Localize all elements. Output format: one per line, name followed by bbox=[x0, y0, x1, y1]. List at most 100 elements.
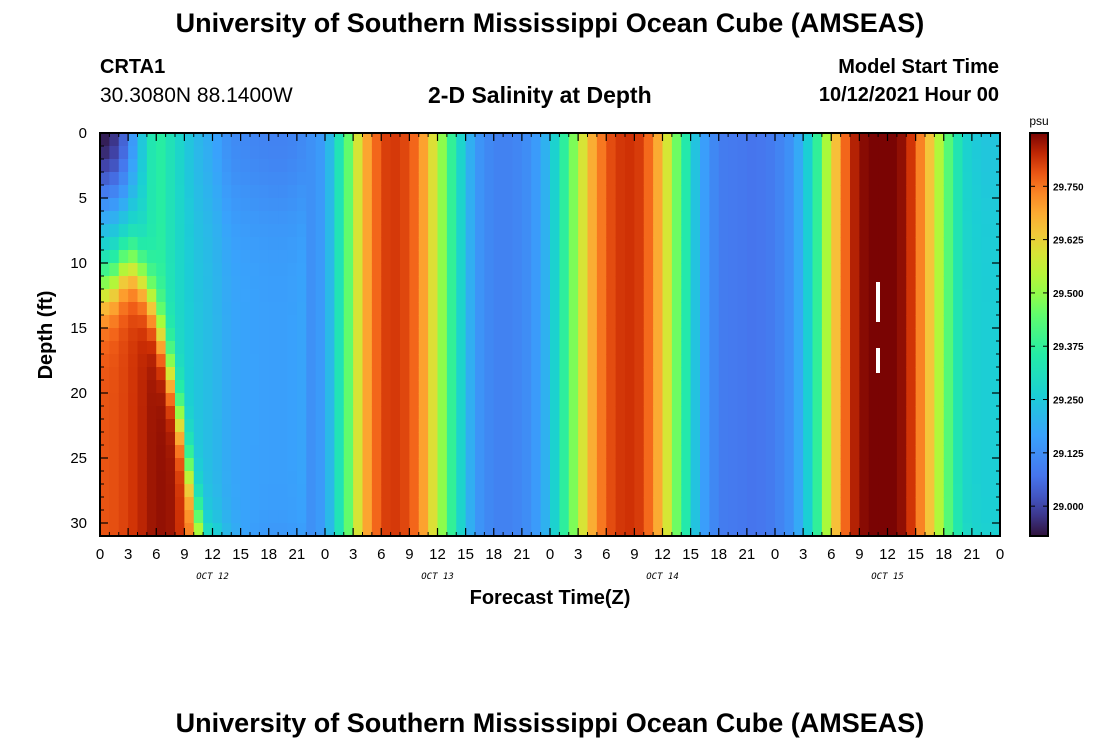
heatmap-cell bbox=[709, 289, 720, 303]
heatmap-cell bbox=[146, 224, 157, 238]
heatmap-cell bbox=[550, 159, 560, 173]
heatmap-cell bbox=[109, 523, 120, 537]
heatmap-cell bbox=[634, 289, 645, 303]
heatmap-cell bbox=[840, 510, 851, 524]
heatmap-cell bbox=[343, 419, 354, 433]
heatmap-cell bbox=[287, 432, 298, 446]
heatmap-cell bbox=[409, 419, 420, 433]
heatmap-cell bbox=[709, 302, 720, 316]
heatmap-cell bbox=[756, 523, 767, 537]
heatmap-cell bbox=[446, 328, 457, 342]
heatmap-cell bbox=[868, 133, 879, 147]
heatmap-cell bbox=[625, 198, 635, 212]
heatmap-cell bbox=[437, 198, 448, 212]
heatmap-cell bbox=[625, 458, 635, 472]
heatmap-cell bbox=[775, 133, 785, 147]
heatmap-cell bbox=[250, 367, 260, 381]
heatmap-cell bbox=[128, 523, 139, 537]
heatmap-cell bbox=[765, 354, 776, 368]
heatmap-cell bbox=[437, 133, 448, 147]
heatmap-cell bbox=[971, 250, 982, 264]
heatmap-cell bbox=[250, 237, 260, 251]
heatmap-cell bbox=[465, 211, 476, 225]
heatmap-cell bbox=[943, 523, 954, 537]
heatmap-cell bbox=[512, 484, 523, 498]
heatmap-cell bbox=[306, 133, 317, 147]
heatmap-cell bbox=[146, 146, 157, 160]
heatmap-cell bbox=[296, 484, 307, 498]
heatmap-cell bbox=[990, 276, 1001, 290]
heatmap-cell bbox=[859, 393, 870, 407]
heatmap-cell bbox=[653, 237, 664, 251]
heatmap-cell bbox=[521, 419, 532, 433]
heatmap-cell bbox=[409, 159, 420, 173]
heatmap-cell bbox=[334, 523, 345, 537]
heatmap-cell bbox=[568, 315, 579, 329]
heatmap-cell bbox=[175, 198, 185, 212]
heatmap-cell bbox=[934, 367, 945, 381]
heatmap-cell bbox=[803, 289, 814, 303]
heatmap-cell bbox=[615, 484, 626, 498]
heatmap-cell bbox=[906, 419, 917, 433]
heatmap-cell bbox=[184, 263, 195, 277]
salinity-chart: 0 3 6 9 12 15 18 21 0 3 6 9 12 15 18 21 0 3 6 9 12 15 18 21 0 3 6 9… bbox=[35, 114, 1084, 609]
heatmap-cell bbox=[746, 146, 757, 160]
heatmap-cell bbox=[859, 458, 870, 472]
heatmap-cell bbox=[915, 497, 926, 511]
heatmap-cell bbox=[409, 510, 420, 524]
heatmap-cell bbox=[550, 354, 560, 368]
heatmap-cell bbox=[878, 250, 889, 264]
heatmap-cell bbox=[990, 432, 1001, 446]
heatmap-cell bbox=[109, 354, 120, 368]
heatmap-cell bbox=[971, 302, 982, 316]
heatmap-cell bbox=[737, 198, 748, 212]
heatmap-cell bbox=[756, 276, 767, 290]
heatmap-cell bbox=[343, 159, 354, 173]
heatmap-cell bbox=[925, 458, 935, 472]
heatmap-cell bbox=[418, 354, 429, 368]
heatmap-cell bbox=[662, 419, 673, 433]
heatmap-cell bbox=[634, 341, 645, 355]
heatmap-cell bbox=[793, 159, 804, 173]
heatmap-cell bbox=[146, 367, 157, 381]
heatmap-cell bbox=[493, 497, 504, 511]
heatmap-cell bbox=[334, 458, 345, 472]
heatmap-cell bbox=[428, 406, 439, 420]
heatmap-cell bbox=[756, 302, 767, 316]
heatmap-cell bbox=[606, 419, 617, 433]
heatmap-cell bbox=[390, 224, 401, 238]
heatmap-cell bbox=[634, 263, 645, 277]
heatmap-cell bbox=[531, 172, 542, 186]
heatmap-cell bbox=[559, 133, 570, 147]
heatmap-cell bbox=[896, 185, 907, 199]
heatmap-cell bbox=[653, 445, 664, 459]
heatmap-cell bbox=[821, 172, 832, 186]
heatmap-cell bbox=[850, 419, 860, 433]
heatmap-cell bbox=[653, 419, 664, 433]
heatmap-cell bbox=[315, 341, 326, 355]
x-tick-label: 12 bbox=[879, 546, 896, 563]
heatmap-cell bbox=[109, 224, 120, 238]
heatmap-cell bbox=[156, 224, 167, 238]
heatmap-cell bbox=[465, 159, 476, 173]
heatmap-cell bbox=[381, 445, 392, 459]
heatmap-cell bbox=[475, 250, 485, 264]
heatmap-cell bbox=[896, 289, 907, 303]
heatmap-cell bbox=[231, 471, 242, 485]
heatmap-cell bbox=[728, 328, 739, 342]
heatmap-cell bbox=[765, 497, 776, 511]
heatmap-cell bbox=[971, 172, 982, 186]
heatmap-cell bbox=[175, 393, 185, 407]
heatmap-cell bbox=[137, 263, 148, 277]
heatmap-cell bbox=[568, 224, 579, 238]
heatmap-cell bbox=[906, 263, 917, 277]
heatmap-cell bbox=[690, 458, 701, 472]
heatmap-cell bbox=[437, 510, 448, 524]
heatmap-cell bbox=[578, 302, 589, 316]
heatmap-cell bbox=[325, 224, 335, 238]
heatmap-cell bbox=[662, 341, 673, 355]
heatmap-cell bbox=[793, 393, 804, 407]
heatmap-cell bbox=[746, 380, 757, 394]
heatmap-cell bbox=[296, 354, 307, 368]
heatmap-cell bbox=[775, 484, 785, 498]
